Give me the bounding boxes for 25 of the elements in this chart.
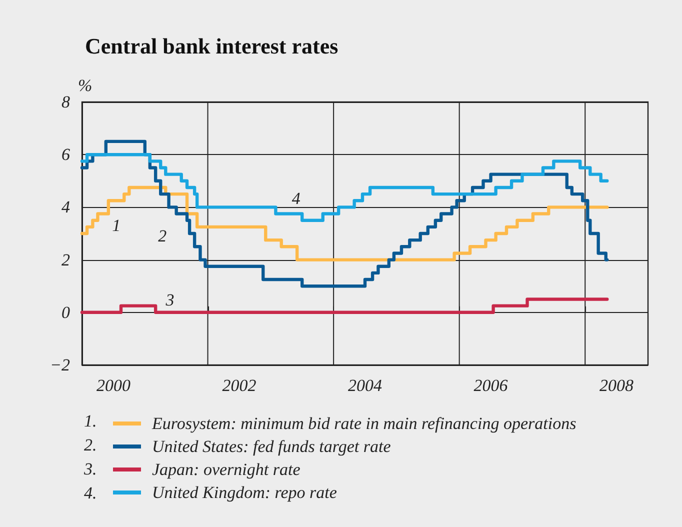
text: 2. — [84, 436, 97, 454]
x-tick-label: 2008 — [600, 376, 634, 395]
legend-label: Japan: overnight rate — [152, 460, 301, 479]
annotation: 4 — [292, 188, 301, 208]
y-tick-label: 8 — [62, 92, 70, 112]
text: 1. — [84, 412, 97, 430]
y-tick-label: 0 — [62, 302, 70, 322]
annotation: 3 — [164, 290, 174, 310]
x-tick-label: 2000 — [96, 376, 131, 395]
x-tick-label: 2006 — [474, 376, 508, 395]
x-tick-label: 2002 — [222, 376, 257, 395]
annotation: 1 — [112, 216, 121, 236]
legend-label: Eurosystem: minimum bid rate in main refinancing operations — [151, 414, 577, 433]
y-tick-label: 4 — [62, 198, 70, 217]
legend-label: United Kingdom: repo rate — [152, 483, 338, 502]
y-tick-label: 6 — [62, 145, 70, 164]
y-tick-label: 2 — [62, 250, 70, 270]
text: 4. — [84, 484, 97, 502]
x-tick-label: 2004 — [348, 376, 382, 395]
text: 3. — [83, 460, 97, 478]
annotation: 2 — [158, 226, 168, 246]
y-axis-title: % — [78, 76, 92, 95]
y-tick-label: −2 — [50, 356, 70, 374]
legend-label: United States: fed funds target rate — [152, 437, 392, 456]
chart-title: Central bank interest rates — [85, 34, 339, 58]
